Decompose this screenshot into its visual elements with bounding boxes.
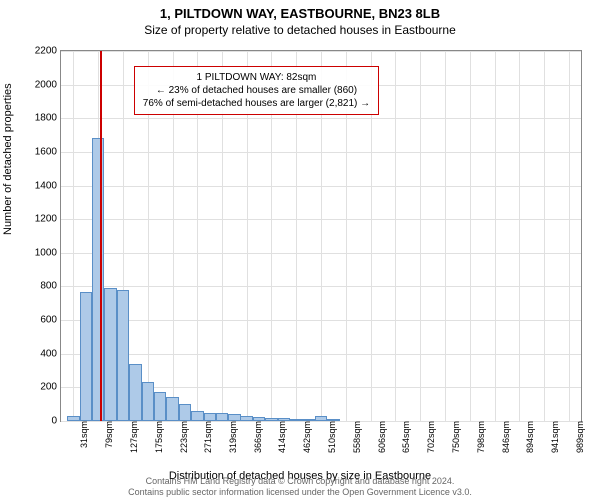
xtick-label: 798sqm	[474, 421, 486, 453]
xtick-label: 414sqm	[275, 421, 287, 453]
xtick-label: 175sqm	[152, 421, 164, 453]
xtick-label: 750sqm	[449, 421, 461, 453]
annotation-line3: 76% of semi-detached houses are larger (…	[143, 97, 370, 110]
histogram-bar	[253, 417, 265, 421]
xtick-label: 606sqm	[375, 421, 387, 453]
ytick-label: 0	[51, 416, 61, 427]
property-marker-line	[100, 51, 102, 421]
footer-line2: Contains public sector information licen…	[128, 487, 472, 497]
xtick-label: 31sqm	[77, 421, 89, 448]
xtick-label: 271sqm	[201, 421, 213, 453]
ytick-label: 2200	[35, 46, 61, 57]
footer-text: Contains HM Land Registry data © Crown c…	[0, 476, 600, 498]
annotation-line1: 1 PILTDOWN WAY: 82sqm	[143, 71, 370, 84]
histogram-bar	[216, 413, 228, 421]
histogram-bar	[166, 397, 178, 421]
histogram-bar	[129, 364, 141, 421]
ytick-label: 1000	[35, 247, 61, 258]
ytick-label: 600	[40, 315, 61, 326]
histogram-bar	[278, 418, 290, 421]
gridline-v	[73, 51, 74, 421]
xtick-label: 462sqm	[300, 421, 312, 453]
xtick-label: 654sqm	[399, 421, 411, 453]
y-axis-label: Number of detached properties	[2, 83, 14, 235]
xtick-label: 941sqm	[548, 421, 560, 453]
plot-area: 0200400600800100012001400160018002000220…	[60, 50, 582, 422]
gridline-v	[569, 51, 570, 421]
xtick-label: 127sqm	[127, 421, 139, 453]
xtick-label: 558sqm	[350, 421, 362, 453]
ytick-label: 400	[40, 348, 61, 359]
histogram-bar	[92, 138, 104, 421]
gridline-v	[544, 51, 545, 421]
gridline-v	[420, 51, 421, 421]
ytick-label: 1400	[35, 180, 61, 191]
histogram-bar	[240, 416, 252, 421]
histogram-bar	[80, 292, 92, 422]
xtick-label: 989sqm	[573, 421, 585, 453]
histogram-bar	[104, 288, 116, 421]
chart-subtitle: Size of property relative to detached ho…	[0, 21, 600, 37]
xtick-label: 702sqm	[424, 421, 436, 453]
gridline-v	[519, 51, 520, 421]
xtick-label: 79sqm	[102, 421, 114, 448]
histogram-bar	[302, 419, 314, 421]
annotation-line2: ← 23% of detached houses are smaller (86…	[143, 84, 370, 97]
histogram-bar	[191, 411, 203, 421]
chart-container: 1, PILTDOWN WAY, EASTBOURNE, BN23 8LB Si…	[0, 0, 600, 500]
ytick-label: 800	[40, 281, 61, 292]
histogram-bar	[142, 382, 154, 421]
histogram-bar	[204, 413, 216, 421]
ytick-label: 1200	[35, 214, 61, 225]
annotation-box: 1 PILTDOWN WAY: 82sqm ← 23% of detached …	[134, 66, 379, 115]
histogram-bar	[154, 392, 166, 421]
ytick-label: 2000	[35, 79, 61, 90]
ytick-label: 200	[40, 382, 61, 393]
xtick-label: 510sqm	[325, 421, 337, 453]
histogram-bar	[290, 419, 302, 421]
histogram-bar	[315, 416, 327, 421]
gridline-v	[470, 51, 471, 421]
histogram-bar	[179, 404, 191, 421]
xtick-label: 223sqm	[177, 421, 189, 453]
gridline-v	[395, 51, 396, 421]
ytick-label: 1800	[35, 113, 61, 124]
histogram-bar	[327, 419, 339, 421]
histogram-bar	[228, 414, 240, 421]
footer-line1: Contains HM Land Registry data © Crown c…	[146, 476, 455, 486]
chart-title: 1, PILTDOWN WAY, EASTBOURNE, BN23 8LB	[0, 0, 600, 21]
ytick-label: 1600	[35, 146, 61, 157]
histogram-bar	[265, 418, 277, 421]
histogram-bar	[117, 290, 129, 421]
xtick-label: 846sqm	[499, 421, 511, 453]
xtick-label: 894sqm	[523, 421, 535, 453]
gridline-v	[495, 51, 496, 421]
gridline-v	[445, 51, 446, 421]
histogram-bar	[67, 416, 79, 421]
xtick-label: 319sqm	[226, 421, 238, 453]
xtick-label: 366sqm	[251, 421, 263, 453]
